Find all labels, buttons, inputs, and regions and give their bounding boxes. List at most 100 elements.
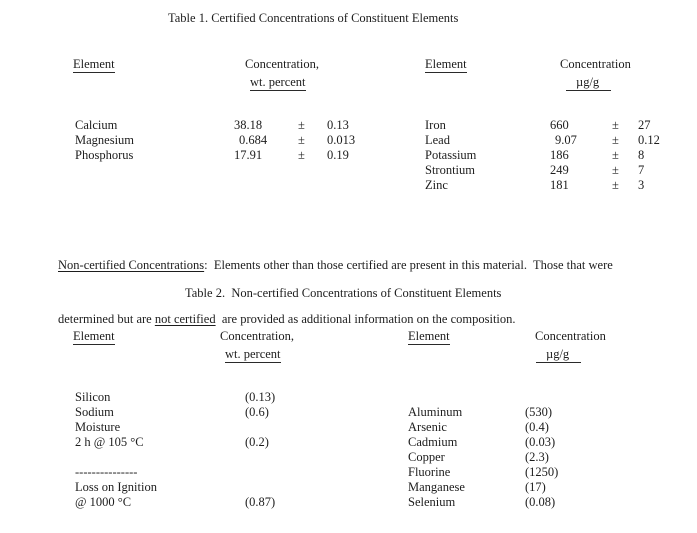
- table-row: Lead 9.07 ± 0.12: [0, 133, 697, 148]
- note-underlined-phrase: Non-certified Concentrations: [58, 258, 205, 272]
- element-name: Zinc: [425, 178, 448, 192]
- dashed-separator: ---------------: [75, 465, 138, 479]
- table2-title: Table 2. Non-certified Concentrations of…: [185, 286, 502, 300]
- concentration-value: (0.03): [525, 435, 556, 449]
- plus-minus-sign: ±: [298, 118, 305, 132]
- header-label: Element: [408, 329, 450, 345]
- element-name: Moisture: [75, 420, 121, 434]
- concentration-value: (1250): [525, 465, 559, 479]
- table2-header-element-right: Element: [408, 329, 450, 345]
- table-row: Copper (2.3): [0, 450, 697, 465]
- header-label: wt. percent: [250, 75, 306, 91]
- table2-header-concentration-right: Concentration: [535, 329, 606, 343]
- table-row: 2 h @ 105 °C (0.2): [0, 435, 697, 450]
- table-row: Manganese (17): [0, 480, 697, 495]
- table1-header-element-right: Element: [425, 57, 467, 73]
- plus-minus-sign: ±: [612, 133, 619, 147]
- table-row: Aluminum (530): [0, 405, 697, 420]
- element-name: Copper: [408, 450, 445, 464]
- concentration-value: (0.4): [525, 420, 549, 434]
- table1-right-column: Iron 660 ± 27 Lead 9.07 ± 0.12 Potassium…: [0, 118, 697, 193]
- plus-minus-sign: ±: [612, 148, 619, 162]
- concentration-value: (17): [525, 480, 546, 494]
- element-name: Fluorine: [408, 465, 451, 479]
- non-certified-note: Non-certified Concentrations: Elements o…: [58, 220, 613, 364]
- concentration-value: 9.07: [555, 133, 577, 147]
- table-row: Selenium (0.08): [0, 495, 697, 510]
- table-row: Fluorine (1250): [0, 465, 697, 480]
- table-row: Potassium 186 ± 8: [0, 148, 697, 163]
- note-text: determined but are: [58, 312, 155, 326]
- concentration-value: (0.13): [245, 390, 276, 404]
- table-row: @ 1000 °C (0.87): [0, 495, 697, 510]
- concentration-value: 0.684: [239, 133, 268, 147]
- uncertainty-value: 27: [638, 118, 651, 132]
- concentration-value: 249: [550, 163, 569, 177]
- table2-header-wt-percent: wt. percent: [225, 347, 281, 363]
- concentration-value: 660: [550, 118, 569, 132]
- table-row: Phosphorus 17.91 ± 0.19: [0, 148, 697, 163]
- note-text: : Elements other than those certified ar…: [204, 258, 613, 272]
- table-row: Moisture: [0, 420, 697, 435]
- header-label: wt. percent: [225, 347, 281, 363]
- table1-header-concentration-right: Concentration: [560, 57, 631, 71]
- element-name: Strontium: [425, 163, 476, 177]
- table-row: Calcium 38.18 ± 0.13: [0, 118, 697, 133]
- element-name: Magnesium: [75, 133, 135, 147]
- concentration-value: (0.2): [245, 435, 269, 449]
- table-row: Arsenic (0.4): [0, 420, 697, 435]
- note-underlined-phrase: not certified: [154, 312, 216, 326]
- table-row: Zinc 181 ± 3: [0, 178, 697, 193]
- concentration-value: (0.87): [245, 495, 276, 509]
- table1-header-element-left: Element: [73, 57, 115, 73]
- uncertainty-value: 0.013: [327, 133, 356, 147]
- concentration-value: 186: [550, 148, 569, 162]
- uncertainty-value: 0.19: [327, 148, 349, 162]
- element-name: Calcium: [75, 118, 118, 132]
- header-label: Element: [73, 329, 115, 345]
- element-name: Aluminum: [408, 405, 463, 419]
- table2-left-column: Silicon (0.13) Sodium (0.6) Moisture 2 h…: [0, 390, 697, 510]
- uncertainty-value: 7: [638, 163, 645, 177]
- table-row: Loss on Ignition: [0, 480, 697, 495]
- element-name: Potassium: [425, 148, 477, 162]
- element-name: Silicon: [75, 390, 111, 404]
- concentration-value: 38.18: [234, 118, 263, 132]
- element-name: Loss on Ignition: [75, 480, 157, 494]
- element-name: Arsenic: [408, 420, 447, 434]
- uncertainty-value: 8: [638, 148, 645, 162]
- plus-minus-sign: ±: [612, 163, 619, 177]
- header-label: Element: [73, 57, 115, 73]
- uncertainty-value: 0.13: [327, 118, 349, 132]
- uncertainty-value: 0.12: [638, 133, 660, 147]
- table1-title: Table 1. Certified Concentrations of Con…: [168, 11, 459, 25]
- header-label: µg/g: [536, 347, 582, 363]
- table-row: Cadmium (0.03): [0, 435, 697, 450]
- table1-header-concentration-left: Concentration,: [245, 57, 319, 71]
- table-row: ---------------: [0, 465, 697, 480]
- table1-header-ugg: µg/g: [566, 75, 612, 91]
- table-row: Strontium 249 ± 7: [0, 163, 697, 178]
- table-row: Magnesium 0.684 ± 0.013: [0, 133, 697, 148]
- table-row: Sodium (0.6): [0, 405, 697, 420]
- note-line: determined but are not certified are pro…: [58, 310, 613, 328]
- concentration-value: 17.91: [234, 148, 263, 162]
- element-name: 2 h @ 105 °C: [75, 435, 144, 449]
- table2-header-ugg: µg/g: [536, 347, 582, 363]
- concentration-value: (2.3): [525, 450, 549, 464]
- concentration-value: (0.6): [245, 405, 269, 419]
- element-name: @ 1000 °C: [75, 495, 132, 509]
- table1-header-wt-percent: wt. percent: [250, 75, 306, 91]
- table-row: Iron 660 ± 27: [0, 118, 697, 133]
- note-text: are provided as additional information o…: [215, 312, 516, 326]
- element-name: Iron: [425, 118, 446, 132]
- element-name: Phosphorus: [75, 148, 134, 162]
- uncertainty-value: 3: [638, 178, 645, 192]
- plus-minus-sign: ±: [612, 118, 619, 132]
- element-name: Manganese: [408, 480, 465, 494]
- concentration-value: (530): [525, 405, 553, 419]
- plus-minus-sign: ±: [298, 148, 305, 162]
- table2-header-concentration-left: Concentration,: [220, 329, 294, 343]
- header-label: Element: [425, 57, 467, 73]
